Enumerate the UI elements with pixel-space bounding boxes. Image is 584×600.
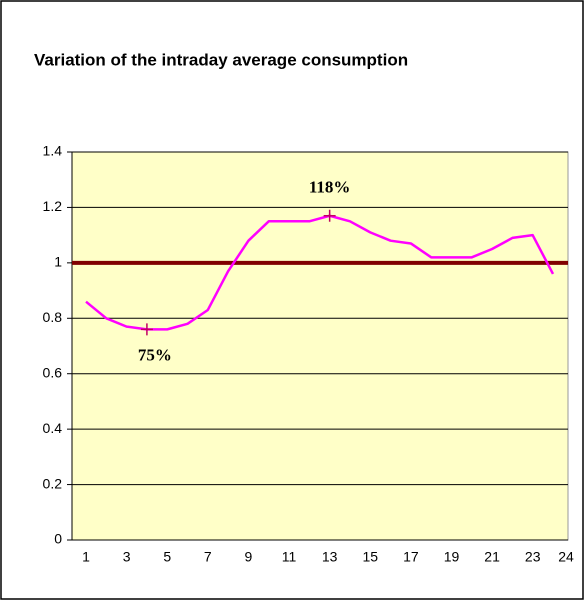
- y-tick-label: 0.4: [43, 420, 63, 436]
- x-tick-label: 13: [322, 549, 338, 565]
- y-tick-label: 1.2: [43, 198, 63, 214]
- x-tick-label: 9: [245, 549, 253, 565]
- x-tick-label: 11: [282, 549, 297, 565]
- x-tick-label: 15: [362, 549, 378, 565]
- x-tick-label: 3: [123, 549, 131, 565]
- annotation: 118%: [309, 178, 351, 197]
- y-tick-label: 1.4: [43, 143, 63, 159]
- x-tick-label: 21: [484, 549, 500, 565]
- x-tick-label: 7: [204, 549, 212, 565]
- y-tick-label: 1: [54, 254, 62, 270]
- y-tick-label: 0.2: [43, 475, 63, 491]
- x-tick-label: 5: [163, 549, 171, 565]
- x-tick-label: 24: [558, 549, 574, 565]
- x-tick-label: 17: [403, 549, 419, 565]
- line-series: [85, 214, 555, 331]
- y-tick-label: 0: [54, 531, 62, 547]
- x-tick-label: 23: [525, 549, 541, 565]
- annotation: 75%: [138, 345, 172, 364]
- x-tick-label: 19: [444, 549, 460, 565]
- plot-area: [71, 151, 569, 541]
- chart-title: Variation of the intraday average consum…: [34, 50, 408, 69]
- y-tick-label: 0.8: [43, 309, 63, 325]
- y-tick-label: 0.6: [43, 364, 63, 380]
- x-tick-label: 1: [82, 549, 90, 565]
